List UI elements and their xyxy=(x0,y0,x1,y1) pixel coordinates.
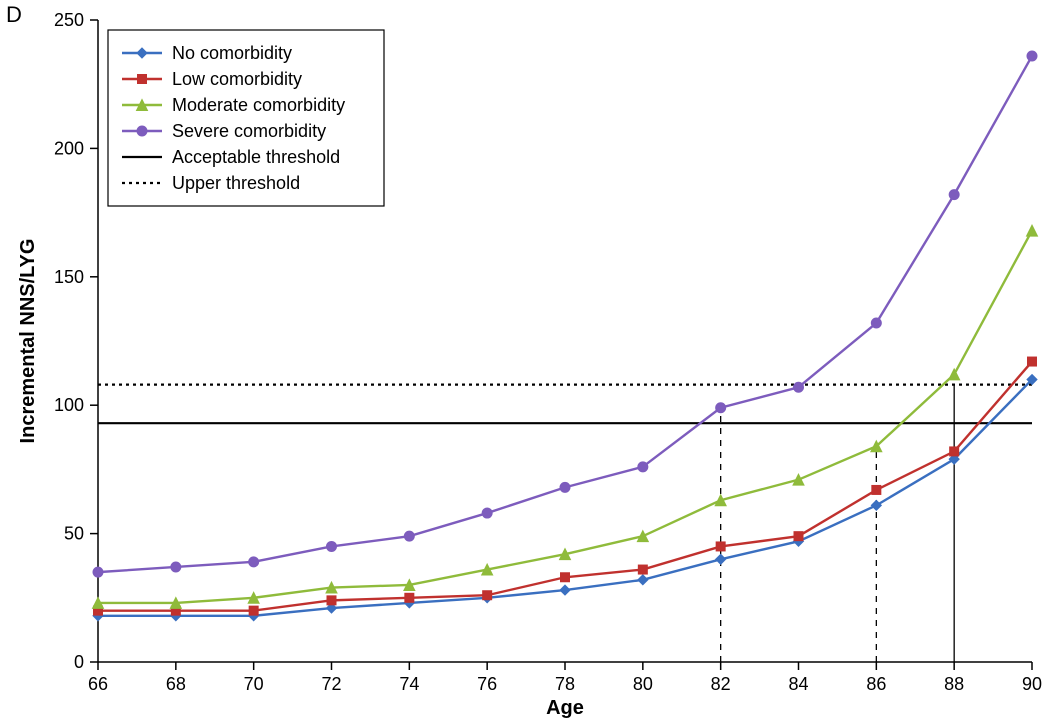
y-tick-label: 200 xyxy=(54,138,84,158)
legend-label: Severe comorbidity xyxy=(172,121,326,141)
panel-label: D xyxy=(6,2,22,28)
y-tick-label: 0 xyxy=(74,652,84,672)
legend-label: No comorbidity xyxy=(172,43,292,63)
x-tick-label: 74 xyxy=(399,674,419,694)
legend-label: Moderate comorbidity xyxy=(172,95,345,115)
legend-label: Acceptable threshold xyxy=(172,147,340,167)
series-2 xyxy=(93,225,1038,608)
x-tick-label: 82 xyxy=(711,674,731,694)
x-axis-title: Age xyxy=(546,697,584,719)
legend-label: Low comorbidity xyxy=(172,69,302,89)
line-chart: 0 50 100 150 200 250 66 68 70 72 74 76 78 80 82 84 86 88 9… xyxy=(0,0,1050,722)
x-tick-label: 84 xyxy=(788,674,808,694)
y-tick-label: 150 xyxy=(54,267,84,287)
x-tick-label: 68 xyxy=(166,674,186,694)
series-line xyxy=(98,231,1032,603)
y-axis-title: Incremental NNS/LYG xyxy=(17,239,39,444)
y-tick-label: 50 xyxy=(64,524,84,544)
x-tick-label: 80 xyxy=(633,674,653,694)
x-tick-label: 72 xyxy=(321,674,341,694)
x-tick-label: 86 xyxy=(866,674,886,694)
legend-label: Upper threshold xyxy=(172,173,300,193)
y-tick-label: 250 xyxy=(54,10,84,30)
x-tick-label: 70 xyxy=(244,674,264,694)
x-tick-label: 88 xyxy=(944,674,964,694)
x-tick-label: 66 xyxy=(88,674,108,694)
series-0 xyxy=(93,375,1037,621)
legend: No comorbidity Low comorbidity Moderate co… xyxy=(108,30,384,206)
y-tick-label: 100 xyxy=(54,395,84,415)
chart-container: D 0 50 100 150 200 250 66 68 70 72 74 76 78 80 82 84 86 8… xyxy=(0,0,1050,722)
x-tick-label: 90 xyxy=(1022,674,1042,694)
x-tick-label: 78 xyxy=(555,674,575,694)
x-tick-label: 76 xyxy=(477,674,497,694)
